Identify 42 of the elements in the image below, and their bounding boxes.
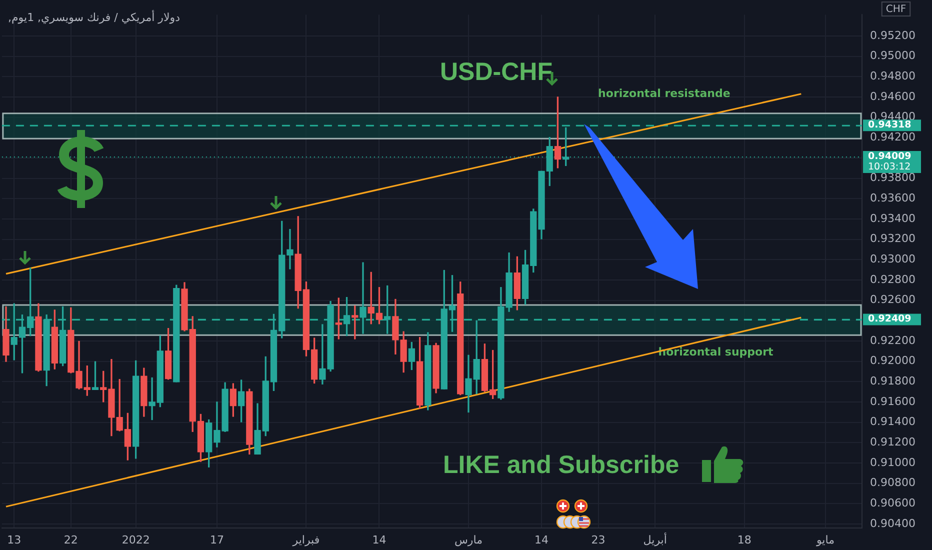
x-tick-label: 14 xyxy=(372,533,386,546)
ref-line-label: 0.94009 10:03:12 xyxy=(868,151,912,172)
x-tick-label: فبراير xyxy=(292,533,320,546)
y-tick-label: 0.91800 xyxy=(870,374,916,388)
y-tick-label: 0.95000 xyxy=(870,49,916,62)
y-tick-label: 0.91200 xyxy=(870,435,916,448)
x-tick-label: 22 xyxy=(64,533,78,546)
band-label: horizontal resistande xyxy=(598,86,730,100)
y-tick-label: 0.93600 xyxy=(870,191,916,204)
y-tick-label: 0.92200 xyxy=(870,334,916,347)
y-tick-label: 0.95200 xyxy=(870,28,916,42)
annotation: LIKE and Subscribe xyxy=(443,451,680,480)
x-tick-label: 23 xyxy=(591,533,606,546)
y-tick-label: 0.90800 xyxy=(870,476,916,490)
y-tick-label: 0.92600 xyxy=(870,293,916,306)
text: USD-CHF xyxy=(440,58,552,87)
y-axis-title: CHF xyxy=(886,4,906,16)
y-tick-label: 0.94200 xyxy=(870,130,916,144)
x-tick-label: 14 xyxy=(534,533,549,546)
ref-line-label: 0.92409 xyxy=(868,314,912,325)
y-tick-label: 0.94600 xyxy=(870,90,916,103)
y-tick-label: 0.93200 xyxy=(870,232,916,246)
y-tick-label: 0.92000 xyxy=(870,354,916,368)
y-tick-label: 0.91000 xyxy=(870,456,916,469)
x-tick-label: أبريل xyxy=(643,532,667,546)
chart-subtitle: دولار أمريكي / فرنك سويسري, 1يوم, xyxy=(8,11,180,24)
x-tick-label: 18 xyxy=(737,533,752,546)
y-tick-label: 0.90400 xyxy=(870,516,916,530)
y-tick-label: 0.92800 xyxy=(870,272,916,286)
y-tick-label: 0.90600 xyxy=(870,496,916,510)
x-tick-label: مارس xyxy=(454,533,483,546)
y-tick-label: 0.91600 xyxy=(870,394,916,408)
x-tick-label: 2022 xyxy=(122,533,150,546)
y-tick-label: 0.91400 xyxy=(870,415,916,428)
x-tick-label: 17 xyxy=(210,533,224,546)
y-tick-label: 0.94800 xyxy=(870,69,916,82)
y-tick-label: 0.93000 xyxy=(870,252,916,266)
x-tick-label: 13 xyxy=(7,533,22,546)
y-tick-label: 0.93800 xyxy=(870,171,916,184)
y-tick-label: 0.93400 xyxy=(870,212,916,225)
band-label: horizontal support xyxy=(658,346,774,359)
x-tick-label: مايو xyxy=(815,533,835,546)
